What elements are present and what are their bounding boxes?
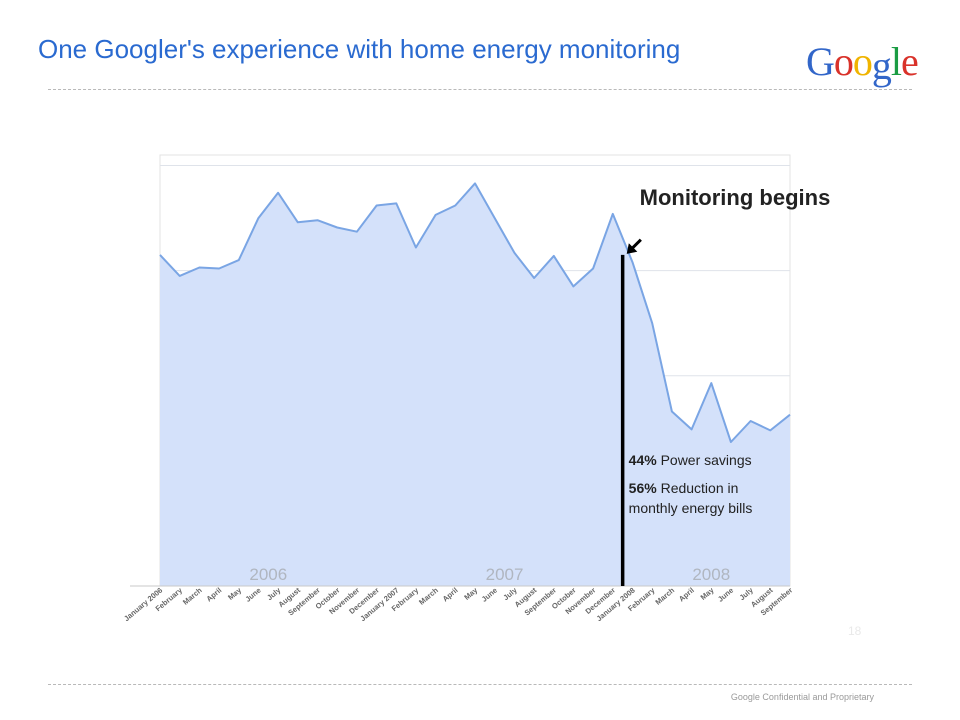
arrow-head [626,243,638,254]
logo-letter: l [890,39,902,84]
annotation-stat: 56% Reduction in [629,480,739,496]
year-label: 2006 [249,565,287,584]
x-tick-label: April [205,586,224,604]
bottom-divider [48,684,912,685]
x-tick-label: June [243,586,262,604]
x-tick-label: April [677,586,696,604]
x-tick-label: June [480,586,499,604]
x-tick-label: May [462,585,480,602]
stat-text: monthly energy bills [629,500,753,516]
slide-title: One Googler's experience with home energ… [38,34,681,64]
logo-letter: G [806,39,835,84]
year-label: 2008 [692,565,730,584]
stat-text: Power savings [657,452,752,468]
logo-letter: g [871,43,892,88]
x-tick-label: May [226,585,244,602]
annotation-stat: 44% Power savings [629,452,752,468]
footer-confidential: Google Confidential and Proprietary [730,692,874,702]
x-tick-label: March [181,585,204,606]
stat-value: 56% [629,480,658,496]
year-label: 2007 [486,565,524,584]
top-divider [48,89,912,90]
logo-letter: o [852,39,873,84]
stat-text: Reduction in [657,480,739,496]
monitoring-begins-label: Monitoring begins [640,185,831,210]
logo-letter: o [833,39,854,84]
x-tick-label: June [716,586,735,604]
logo-letter: e [901,39,919,84]
x-tick-label: March [653,585,676,606]
x-tick-label: April [441,586,460,604]
page-number: 18 [848,624,862,638]
annotation-stat: monthly energy bills [629,500,753,516]
x-tick-label: March [417,585,440,606]
google-logo: Google [806,39,919,86]
usage-area [160,183,790,586]
x-tick-label: May [699,585,717,602]
stat-value: 44% [629,452,658,468]
arrow-shaft [630,238,642,250]
annotation-arrow-icon [626,238,642,254]
